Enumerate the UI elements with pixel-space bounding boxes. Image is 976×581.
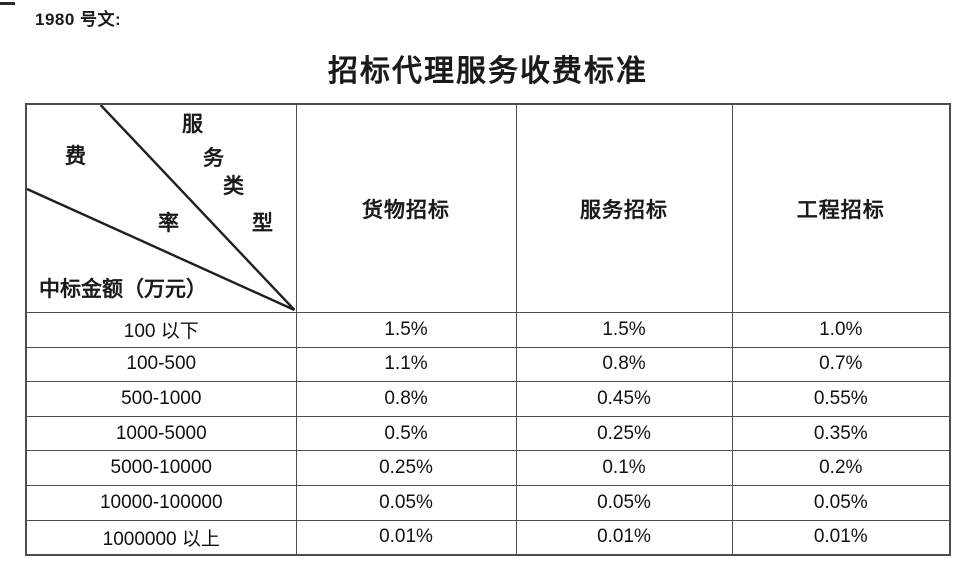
rate-cell: 0.5% xyxy=(295,415,517,452)
rate-cell: 0.25% xyxy=(295,450,517,486)
fee-standard-table: 服 务 类 型 费 率 中标金额（万元） 货物招标 服务招标 工程招标 100 … xyxy=(25,103,951,557)
table-row: 100-500 1.1% 0.8% 0.7% xyxy=(25,346,951,383)
table-row: 10000-100000 0.05% 0.05% 0.05% xyxy=(25,484,951,521)
table-row: 5000-10000 0.25% 0.1% 0.2% xyxy=(25,450,951,486)
rate-cell: 0.05% xyxy=(515,484,733,521)
table-row: 1000-5000 0.5% 0.25% 0.35% xyxy=(25,415,951,452)
amount-range-cell: 1000-5000 xyxy=(25,415,297,452)
column-header-goods-bidding: 货物招标 xyxy=(295,103,517,313)
corner-label-service-type-char: 务 xyxy=(203,146,224,170)
rate-cell: 1.5% xyxy=(295,312,517,348)
amount-range-cell: 1000000 以上 xyxy=(25,519,297,556)
table-row: 1000000 以上 0.01% 0.01% 0.01% xyxy=(25,519,951,556)
amount-range-cell: 5000-10000 xyxy=(25,450,297,486)
corner-label-service-type-char: 型 xyxy=(252,211,273,235)
rate-cell: 0.01% xyxy=(515,519,733,556)
corner-label-service-type-char: 类 xyxy=(223,174,244,198)
corner-label-service-type-char: 服 xyxy=(182,112,203,136)
page-title: 招标代理服务收费标准 xyxy=(328,55,648,88)
amount-range-cell: 10000-100000 xyxy=(25,484,297,521)
amount-range-cell: 100 以下 xyxy=(25,312,297,348)
header-row: 服 务 类 型 费 率 中标金额（万元） 货物招标 服务招标 工程招标 xyxy=(25,103,951,313)
table-row: 100 以下 1.5% 1.5% 1.0% xyxy=(25,312,951,348)
corner-label-fee-rate-char: 率 xyxy=(158,211,179,235)
rate-cell: 0.8% xyxy=(515,346,733,383)
rate-cell: 0.01% xyxy=(731,519,951,556)
rate-cell: 0.45% xyxy=(515,381,733,417)
rate-cell: 0.05% xyxy=(731,484,951,521)
document-number: 1980 号文: xyxy=(35,10,122,29)
column-header-engineering-bidding: 工程招标 xyxy=(731,103,951,313)
rate-cell: 0.55% xyxy=(731,381,951,417)
rate-cell: 1.5% xyxy=(515,312,733,348)
rate-cell: 0.1% xyxy=(515,450,733,486)
rate-cell: 0.05% xyxy=(295,484,517,521)
rate-cell: 1.1% xyxy=(295,346,517,383)
diagonal-corner-cell: 服 务 类 型 费 率 中标金额（万元） xyxy=(25,103,297,313)
rate-cell: 0.35% xyxy=(731,415,951,452)
corner-label-fee-rate-char: 费 xyxy=(65,144,86,168)
rate-cell: 0.2% xyxy=(731,450,951,486)
diagonal-divider-lines xyxy=(27,105,296,312)
corner-label-bid-amount: 中标金额（万元） xyxy=(39,277,207,301)
column-header-service-bidding: 服务招标 xyxy=(515,103,733,313)
page-edge-artifact xyxy=(0,2,15,5)
rate-cell: 0.25% xyxy=(515,415,733,452)
rate-cell: 0.01% xyxy=(295,519,517,556)
rate-cell: 1.0% xyxy=(731,312,951,348)
rate-cell: 0.8% xyxy=(295,381,517,417)
rate-cell: 0.7% xyxy=(731,346,951,383)
table-row: 500-1000 0.8% 0.45% 0.55% xyxy=(25,381,951,417)
amount-range-cell: 100-500 xyxy=(25,346,297,383)
amount-range-cell: 500-1000 xyxy=(25,381,297,417)
